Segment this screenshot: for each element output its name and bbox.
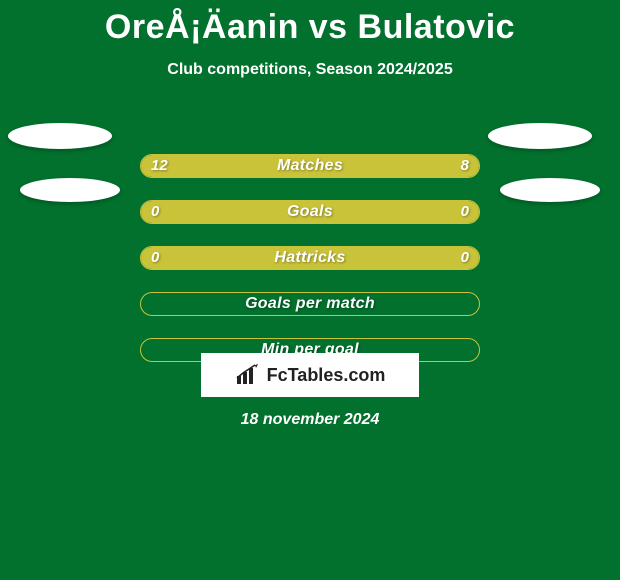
subtitle: Club competitions, Season 2024/2025 [0, 61, 620, 79]
stat-value-left: 12 [151, 155, 168, 177]
stat-row: Goals per match [0, 281, 620, 327]
stat-label: Matches [141, 155, 479, 177]
stat-label: Goals per match [141, 293, 479, 315]
stat-label: Goals [141, 201, 479, 223]
stat-label: Hattricks [141, 247, 479, 269]
date-label: 18 november 2024 [0, 411, 620, 429]
player-ellipse-right_bot [500, 178, 600, 202]
logo-text: FcTables.com [267, 365, 386, 386]
comparison-rows: Matches128Goals00Hattricks00Goals per ma… [0, 143, 620, 373]
stat-value-right: 8 [461, 155, 469, 177]
logo-chart-icon [235, 364, 261, 386]
stat-bar: Matches12 8 [140, 154, 480, 178]
logo-box: FcTables.com [201, 353, 419, 397]
player-ellipse-left_top [8, 123, 112, 149]
stat-value-right: 0 [461, 247, 469, 269]
player-ellipse-right_top [488, 123, 592, 149]
page-title: OreÅ¡Äanin vs Bulatovic [0, 0, 620, 47]
stat-value-left: 0 [151, 201, 159, 223]
stat-value-left: 0 [151, 247, 159, 269]
player-ellipse-left_bot [20, 178, 120, 202]
stat-value-right: 0 [461, 201, 469, 223]
stat-bar: Goals0 0 [140, 200, 480, 224]
stat-bar: Goals per match [140, 292, 480, 316]
stat-row: Hattricks0 0 [0, 235, 620, 281]
stat-bar: Hattricks0 0 [140, 246, 480, 270]
